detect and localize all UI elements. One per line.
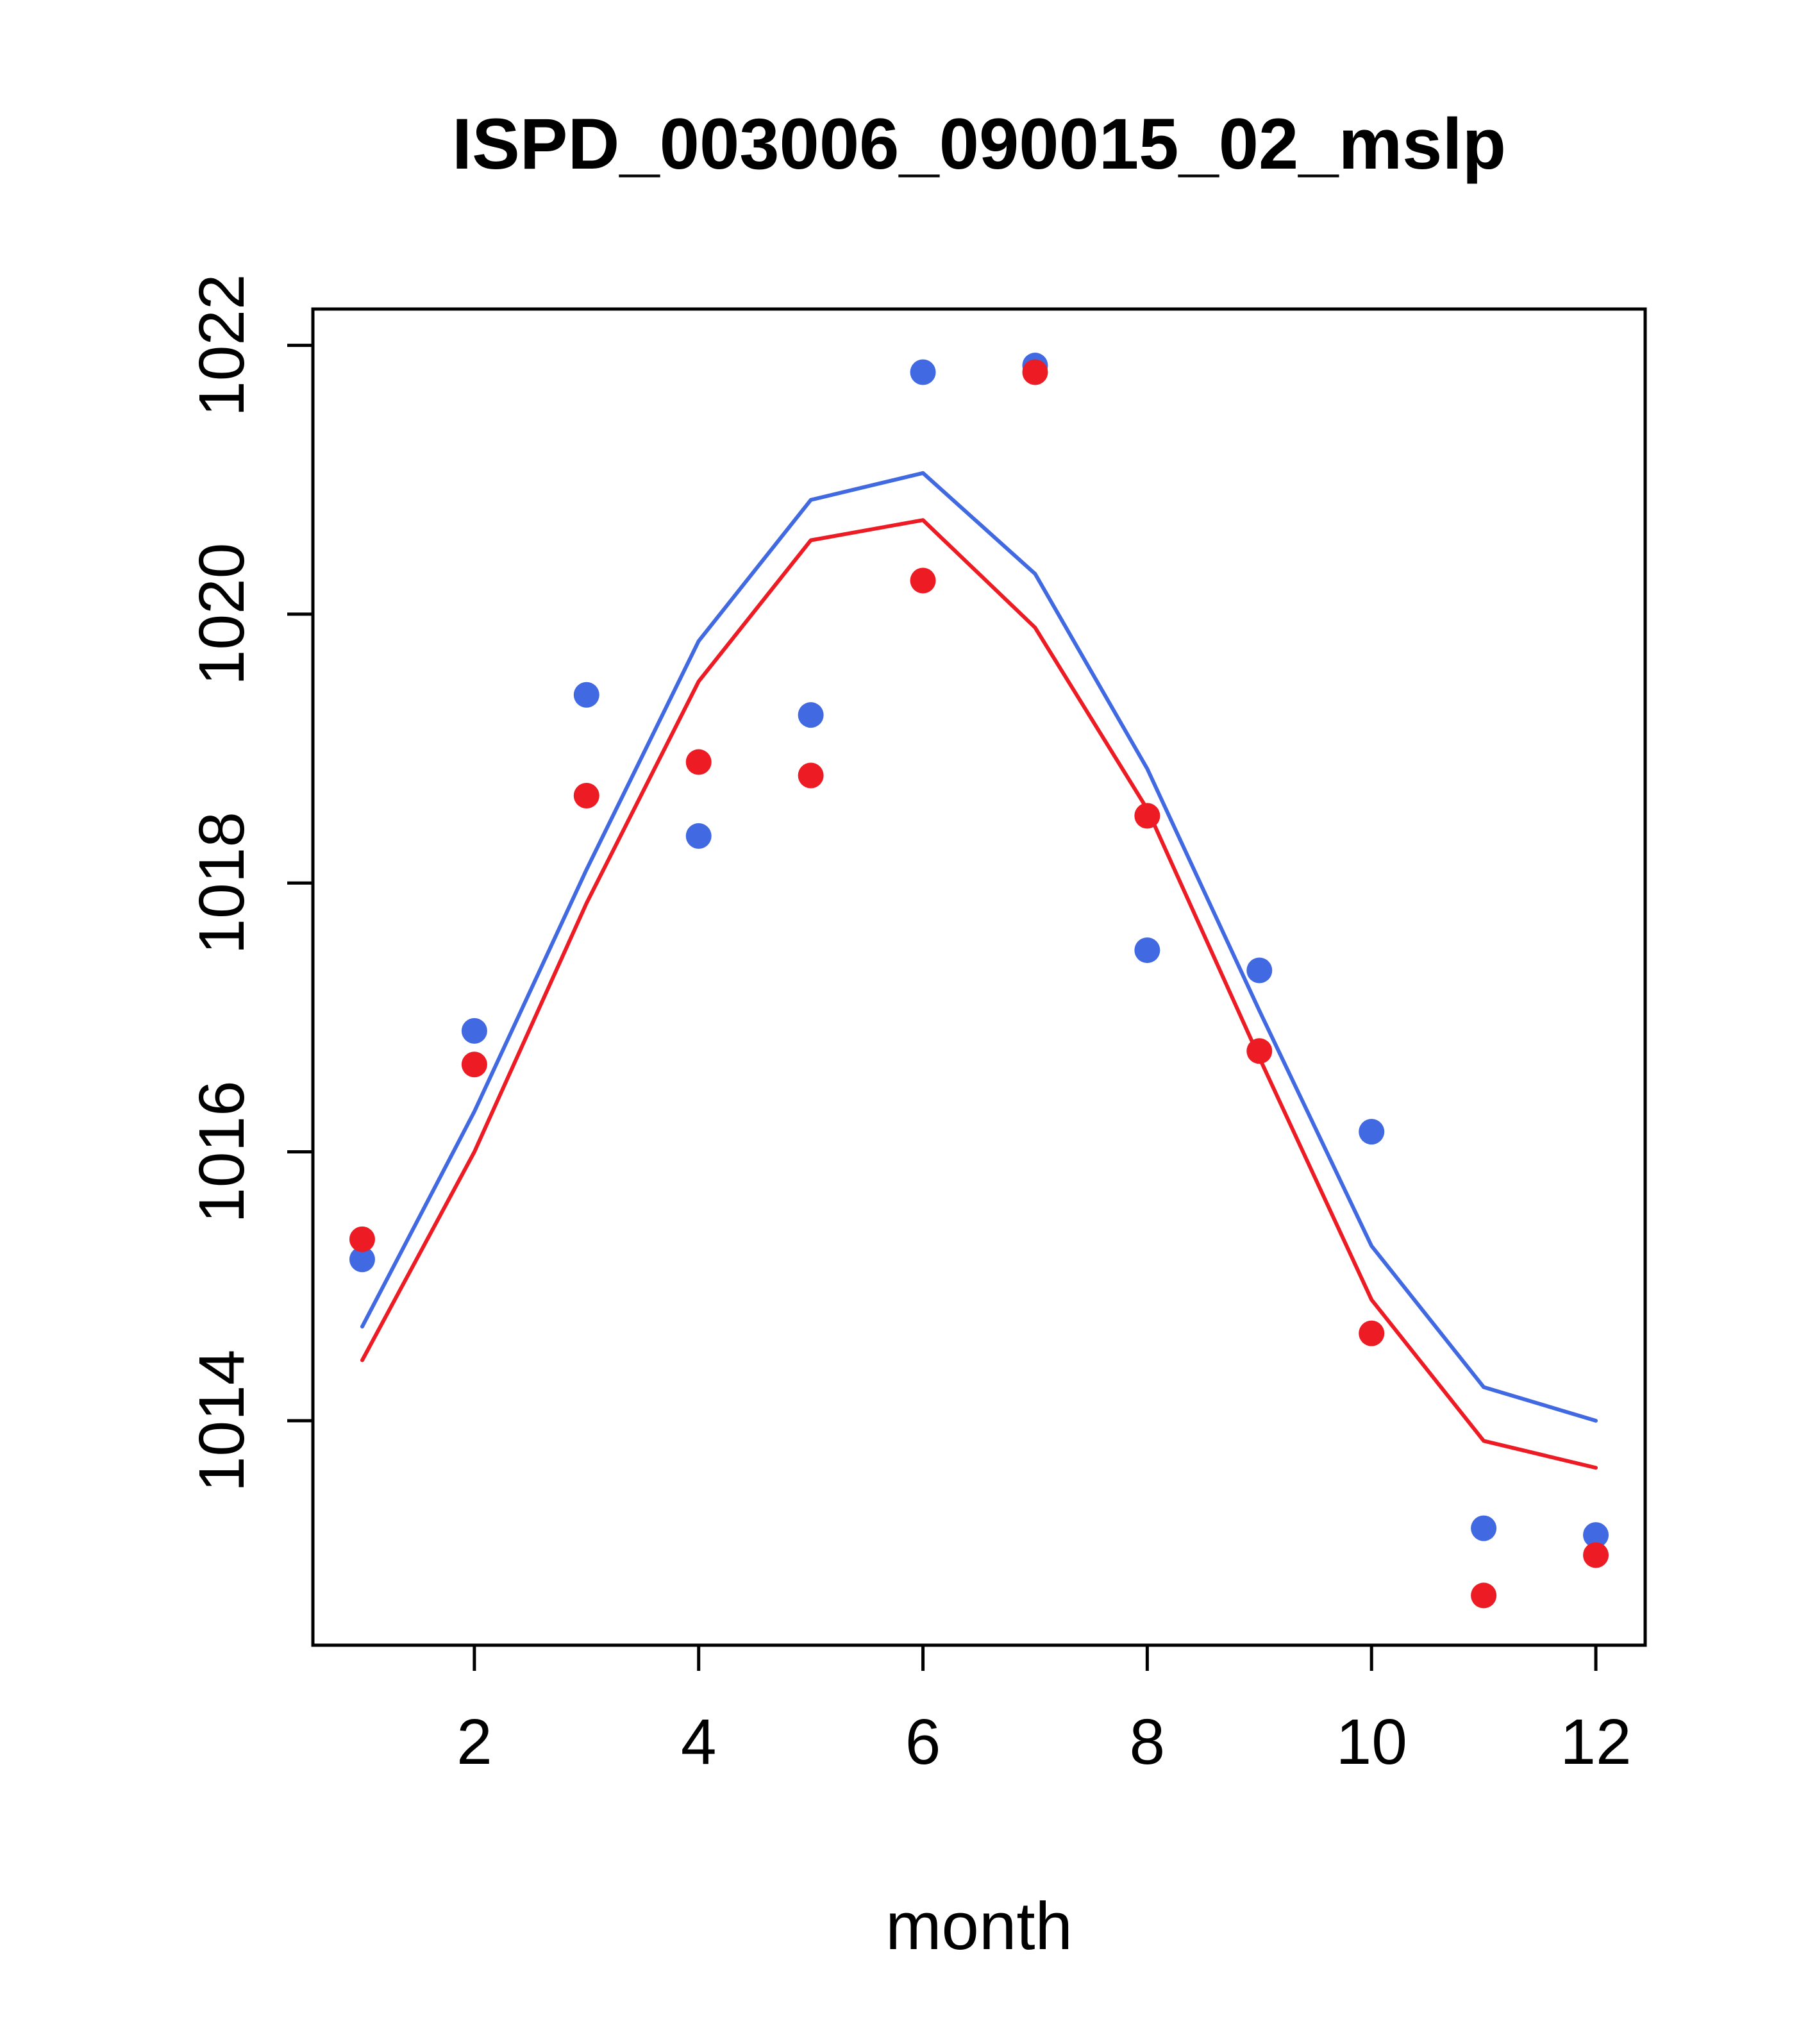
blue-points-dot	[349, 1246, 375, 1273]
x-tick-label: 10	[1336, 1706, 1407, 1778]
blue-points-dot	[573, 682, 599, 708]
red-points-dot	[349, 1226, 375, 1252]
red-points-dot	[685, 749, 712, 775]
blue-points-dot	[461, 1018, 487, 1044]
red-points-dot	[1471, 1582, 1497, 1609]
blue-points-dot	[1359, 1119, 1385, 1145]
red-points-dot	[798, 762, 824, 789]
y-tick-label: 1018	[186, 812, 258, 954]
y-tick-label: 1022	[186, 274, 258, 416]
blue-points-dot	[910, 359, 936, 385]
blue-points-dot	[1134, 937, 1160, 964]
red-line	[360, 518, 1598, 1470]
chart-title: ISPD_003006_090015_02_mslp	[451, 104, 1506, 184]
blue-points-dot	[685, 823, 712, 849]
red-points-dot	[910, 567, 936, 594]
blue-points-dot	[1246, 957, 1273, 984]
red-points-dot	[1022, 359, 1048, 385]
x-tick-label: 12	[1560, 1706, 1631, 1778]
red-points-dot	[1246, 1038, 1273, 1064]
red-points-dot	[573, 782, 599, 808]
x-tick-label: 8	[1130, 1706, 1166, 1778]
blue-points-dot	[1583, 1522, 1609, 1548]
x-axis-label: month	[885, 1889, 1073, 1964]
blue-points-dot	[1471, 1515, 1497, 1541]
blue-line	[360, 471, 1598, 1423]
y-tick-label: 1016	[186, 1080, 258, 1223]
y-tick-label: 1020	[186, 543, 258, 685]
red-points-dot	[1134, 803, 1160, 829]
red-points-dot	[1583, 1542, 1609, 1568]
x-tick-label: 2	[456, 1706, 492, 1778]
plot-border	[311, 307, 1647, 1647]
x-tick-label: 6	[905, 1706, 941, 1778]
red-points-dot	[1359, 1320, 1385, 1346]
x-tick-label: 4	[681, 1706, 717, 1778]
y-tick-label: 1014	[186, 1350, 258, 1492]
red-points-dot	[461, 1051, 487, 1078]
blue-points-dot	[798, 702, 824, 728]
